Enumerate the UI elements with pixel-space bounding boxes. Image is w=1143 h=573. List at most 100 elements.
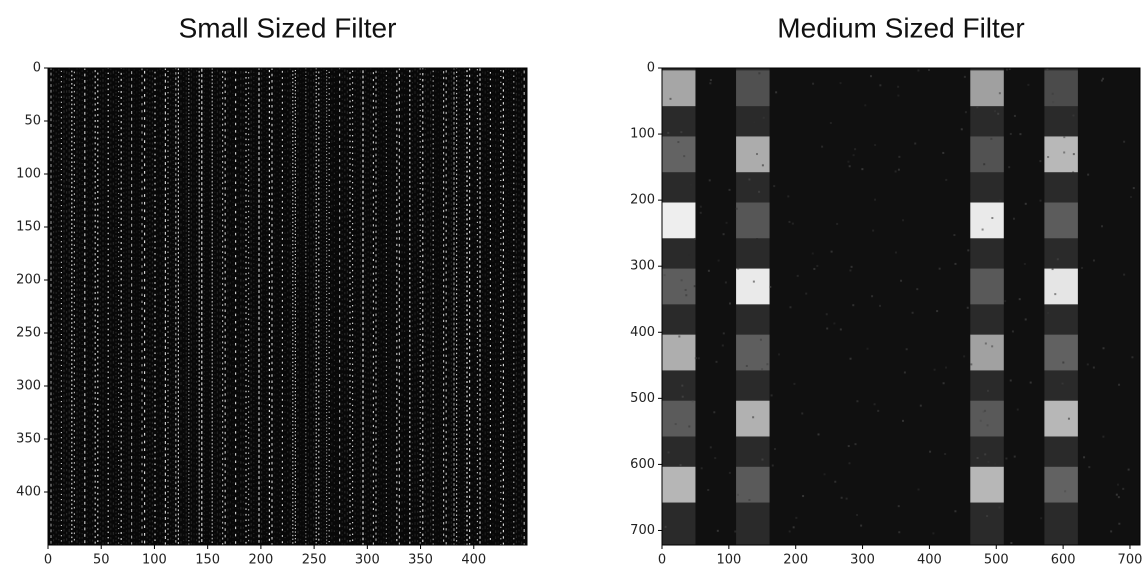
image-noise xyxy=(1019,133,1022,136)
image-noise xyxy=(1122,487,1125,490)
image-noise xyxy=(1010,541,1013,544)
image-noise xyxy=(717,259,720,262)
image-noise xyxy=(796,274,799,277)
y-tick-label: 400 xyxy=(16,485,41,500)
image-noise xyxy=(1101,225,1104,228)
image-noise xyxy=(976,456,979,459)
image-noise xyxy=(877,409,880,412)
image-noise xyxy=(736,493,739,496)
image-noise xyxy=(917,69,920,72)
image-noise xyxy=(1062,361,1065,364)
image-noise xyxy=(714,457,717,460)
panel-title: Medium Sized Filter xyxy=(777,12,1024,43)
image-block xyxy=(736,466,770,503)
image-noise xyxy=(898,155,901,158)
y-tick-label: 500 xyxy=(630,391,655,406)
image-noise xyxy=(1024,318,1027,321)
image-noise xyxy=(1029,381,1032,384)
image-noise xyxy=(845,497,848,500)
image-noise xyxy=(683,155,686,158)
image-noise xyxy=(709,82,712,85)
image-noise xyxy=(1081,266,1084,269)
image-noise xyxy=(700,467,703,470)
image-noise xyxy=(1072,114,1075,117)
image-noise xyxy=(761,368,764,371)
image-noise xyxy=(1092,259,1095,262)
image-noise xyxy=(1047,156,1050,159)
image-noise xyxy=(721,344,724,347)
image-noise xyxy=(734,530,737,533)
image-block xyxy=(1044,70,1078,107)
panel-title: Small Sized Filter xyxy=(179,12,397,43)
image-noise xyxy=(685,294,688,297)
image-noise xyxy=(963,355,966,358)
image-noise xyxy=(756,238,759,241)
image-noise xyxy=(752,416,755,419)
x-tick-label: 200 xyxy=(783,553,808,568)
image-noise xyxy=(680,131,683,134)
image-noise xyxy=(983,163,986,166)
image-noise xyxy=(1054,293,1057,296)
image-noise xyxy=(1110,530,1113,533)
image-noise xyxy=(1064,490,1067,493)
x-tick-label: 150 xyxy=(195,553,220,568)
image-noise xyxy=(778,353,781,356)
image-noise xyxy=(693,237,696,240)
image-block xyxy=(970,136,1004,173)
image-noise xyxy=(812,82,815,85)
image-noise xyxy=(967,249,970,252)
image-noise xyxy=(805,292,808,295)
image-noise xyxy=(775,91,778,94)
image-noise xyxy=(966,306,969,309)
y-tick-label: 150 xyxy=(16,220,41,235)
image-noise xyxy=(848,165,851,168)
image-noise xyxy=(1004,300,1007,303)
image-block xyxy=(970,70,1004,107)
image-noise xyxy=(984,453,987,456)
image-noise xyxy=(724,281,727,284)
image-noise xyxy=(821,145,824,148)
image-noise xyxy=(791,222,794,225)
image-noise xyxy=(970,363,973,366)
image-noise xyxy=(793,382,796,385)
image-noise xyxy=(745,364,748,367)
image-noise xyxy=(676,513,679,516)
image-noise xyxy=(762,116,765,119)
image-noise xyxy=(903,371,906,374)
image-noise xyxy=(879,304,882,307)
x-tick-label: 0 xyxy=(44,553,52,568)
image-noise xyxy=(728,188,731,191)
image-noise xyxy=(1061,382,1064,385)
image-noise xyxy=(1012,217,1015,220)
image-noise xyxy=(817,433,820,436)
y-tick-label: 0 xyxy=(647,61,655,76)
y-tick-label: 400 xyxy=(630,325,655,340)
y-tick-label: 350 xyxy=(16,432,41,447)
image-noise xyxy=(861,168,864,171)
y-tick-label: 200 xyxy=(16,273,41,288)
image-block xyxy=(1044,466,1078,503)
x-tick-label: 300 xyxy=(355,553,380,568)
image-noise xyxy=(874,144,877,147)
image-noise xyxy=(1013,455,1016,458)
image-noise xyxy=(748,178,751,181)
image-noise xyxy=(690,183,693,186)
image-noise xyxy=(684,288,687,291)
image-noise xyxy=(1132,187,1135,190)
image-noise xyxy=(942,382,945,385)
image-noise xyxy=(1008,68,1011,71)
x-tick-label: 700 xyxy=(1118,553,1143,568)
image-noise xyxy=(748,499,751,502)
image-noise xyxy=(756,153,759,156)
image-noise xyxy=(840,496,843,499)
image-block xyxy=(736,334,770,371)
image-noise xyxy=(982,410,985,413)
image-noise xyxy=(1102,435,1105,438)
image-noise xyxy=(699,211,702,214)
image-noise xyxy=(773,185,776,188)
image-noise xyxy=(1039,160,1042,163)
image-noise xyxy=(753,121,756,124)
image-noise xyxy=(938,267,941,270)
image-noise xyxy=(933,368,936,371)
